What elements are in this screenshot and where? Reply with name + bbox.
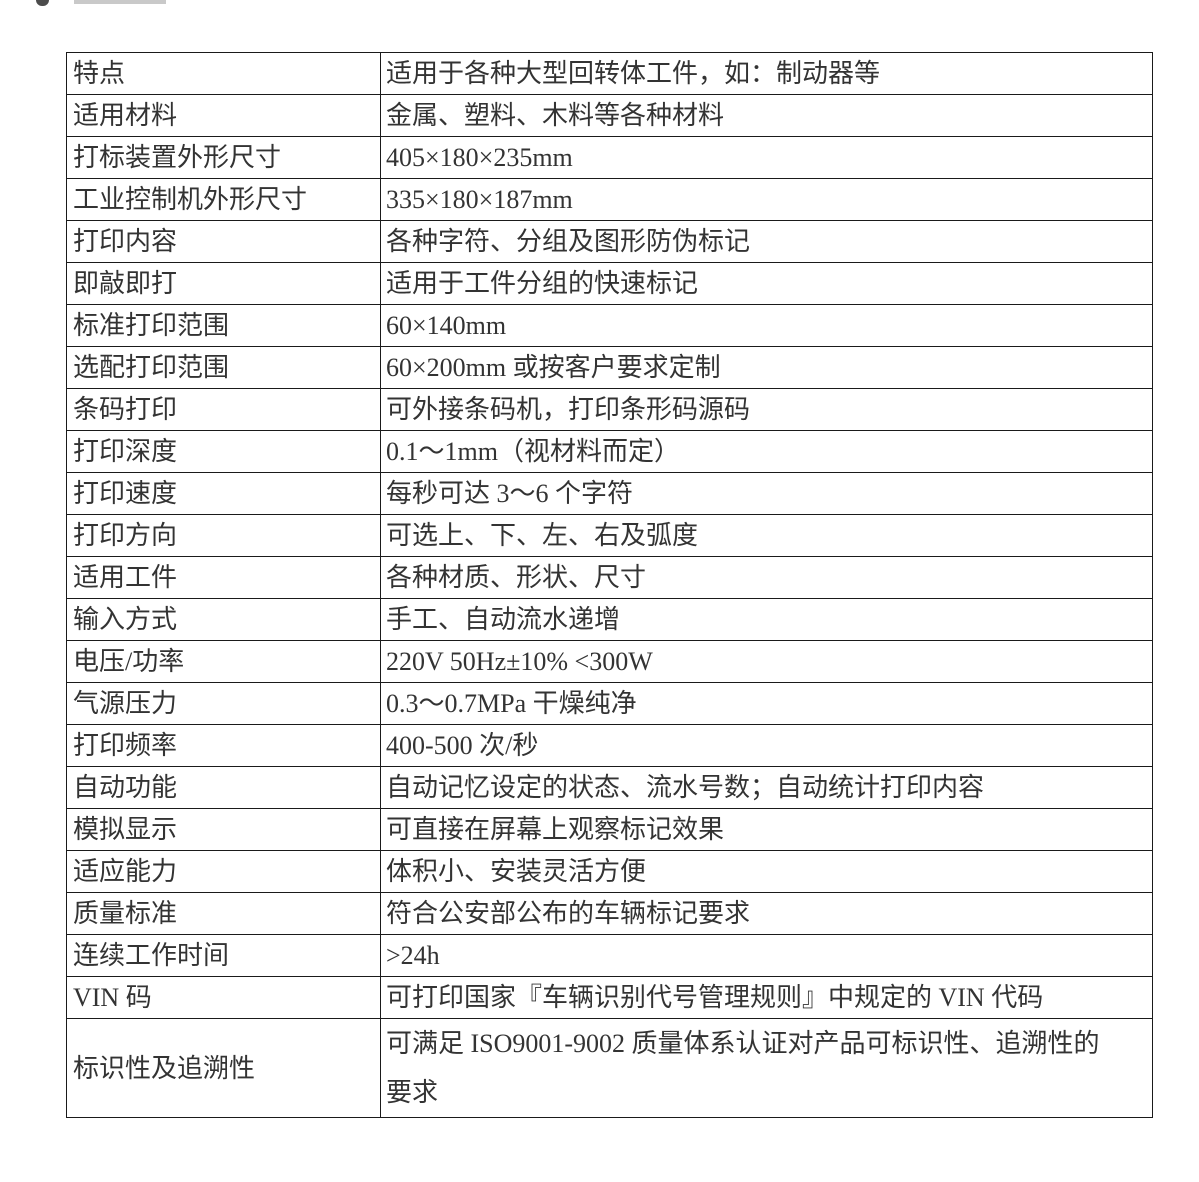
spec-row: 打印频率 400-500 次/秒: [66, 724, 1153, 767]
spec-value-cell: 手工、自动流水递增: [380, 598, 1153, 641]
spec-label-cell: 打印深度: [66, 430, 381, 473]
spec-value-cell: 220V 50Hz±10% <300W: [380, 640, 1153, 683]
spec-label-cell: VIN 码: [66, 976, 381, 1019]
spec-value-cell: >24h: [380, 934, 1153, 977]
spec-label-cell: 连续工作时间: [66, 934, 381, 977]
spec-row: 质量标准 符合公安部公布的车辆标记要求: [66, 892, 1153, 935]
spec-row: 适用材料 金属、塑料、木料等各种材料: [66, 94, 1153, 137]
spec-value-cell: 各种字符、分组及图形防伪标记: [380, 220, 1153, 263]
spec-row: 输入方式 手工、自动流水递增: [66, 598, 1153, 641]
spec-label-cell: 模拟显示: [66, 808, 381, 851]
spec-label-cell: 标识性及追溯性: [66, 1018, 381, 1118]
spec-label-cell: 质量标准: [66, 892, 381, 935]
spec-value-cell: 0.1～1mm（视材料而定）: [380, 430, 1153, 473]
spec-row: VIN 码可打印国家『车辆识别代号管理规则』中规定的 VIN 代码: [66, 976, 1153, 1019]
spec-row: 标识性及追溯性 可满足 ISO9001-9002 质量体系认证对产品可标识性、追溯…: [66, 1018, 1153, 1118]
spec-row: 打标装置外形尺寸 405×180×235mm: [66, 136, 1153, 179]
spec-row: 适用工件 各种材质、形状、尺寸: [66, 556, 1153, 599]
spec-label-cell: 气源压力: [66, 682, 381, 725]
spec-value-cell: 可选上、下、左、右及弧度: [380, 514, 1153, 557]
spec-value-cell: 335×180×187mm: [380, 178, 1153, 221]
spec-row: 气源压力 0.3～0.7MPa 干燥纯净: [66, 682, 1153, 725]
spec-row: 条码打印 可外接条码机，打印条形码源码: [66, 388, 1153, 431]
spec-label-cell: 选配打印范围: [66, 346, 381, 389]
spec-table: 特点 适用于各种大型回转体工件，如：制动器等 适用材料 金属、塑料、木料等各种材料 打标…: [66, 52, 1153, 1118]
spec-row: 即敲即打 适用于工件分组的快速标记: [66, 262, 1153, 305]
spec-label-cell: 打印方向: [66, 514, 381, 557]
spec-label-cell: 打印速度: [66, 472, 381, 515]
spec-label-cell: 打印内容: [66, 220, 381, 263]
spec-label-cell: 输入方式: [66, 598, 381, 641]
spec-label-cell: 特点: [66, 52, 381, 95]
spec-value-cell: 405×180×235mm: [380, 136, 1153, 179]
spec-row: 适应能力 体积小、安装灵活方便: [66, 850, 1153, 893]
spec-label-cell: 适应能力: [66, 850, 381, 893]
spec-value-cell: 适用于工件分组的快速标记: [380, 262, 1153, 305]
spec-value-cell: 各种材质、形状、尺寸: [380, 556, 1153, 599]
spec-value-cell: 60×140mm: [380, 304, 1153, 347]
spec-row: 打印速度 每秒可达 3～6 个字符: [66, 472, 1153, 515]
spec-label-cell: 适用工件: [66, 556, 381, 599]
spec-label-cell: 打标装置外形尺寸: [66, 136, 381, 179]
spec-value-cell: 适用于各种大型回转体工件，如：制动器等: [380, 52, 1153, 95]
spec-value-cell: 可满足 ISO9001-9002 质量体系认证对产品可标识性、追溯性的 要求: [380, 1018, 1153, 1118]
spec-label-cell: 工业控制机外形尺寸: [66, 178, 381, 221]
spec-label-cell: 条码打印: [66, 388, 381, 431]
spec-value-cell: 每秒可达 3～6 个字符: [380, 472, 1153, 515]
spec-row: 特点 适用于各种大型回转体工件，如：制动器等: [66, 52, 1153, 95]
spec-label-cell: 即敲即打: [66, 262, 381, 305]
spec-row: 打印内容 各种字符、分组及图形防伪标记: [66, 220, 1153, 263]
spec-row: 模拟显示 可直接在屏幕上观察标记效果: [66, 808, 1153, 851]
spec-value-cell: 金属、塑料、木料等各种材料: [380, 94, 1153, 137]
spec-label-cell: 标准打印范围: [66, 304, 381, 347]
spec-label-cell: 自动功能: [66, 766, 381, 809]
spec-value-cell: 符合公安部公布的车辆标记要求: [380, 892, 1153, 935]
spec-value-cell: 自动记忆设定的状态、流水号数；自动统计打印内容: [380, 766, 1153, 809]
spec-row: 自动功能 自动记忆设定的状态、流水号数；自动统计打印内容: [66, 766, 1153, 809]
spec-row: 电压/功率 220V 50Hz±10% <300W: [66, 640, 1153, 683]
spec-value-cell: 400-500 次/秒: [380, 724, 1153, 767]
spec-row: 连续工作时间 >24h: [66, 934, 1153, 977]
spec-row: 打印深度 0.1～1mm（视材料而定）: [66, 430, 1153, 473]
spec-row: 工业控制机外形尺寸 335×180×187mm: [66, 178, 1153, 221]
spec-value-cell: 60×200mm 或按客户要求定制: [380, 346, 1153, 389]
spec-table-body: 特点 适用于各种大型回转体工件，如：制动器等 适用材料 金属、塑料、木料等各种材料 打标…: [66, 52, 1153, 1118]
spec-value-cell: 体积小、安装灵活方便: [380, 850, 1153, 893]
spec-row: 打印方向 可选上、下、左、右及弧度: [66, 514, 1153, 557]
spec-label-cell: 打印频率: [66, 724, 381, 767]
spec-value-cell: 可直接在屏幕上观察标记效果: [380, 808, 1153, 851]
cropped-text-strip: [74, 0, 166, 4]
spec-value-cell: 可打印国家『车辆识别代号管理规则』中规定的 VIN 代码: [380, 976, 1153, 1019]
spec-row: 标准打印范围 60×140mm: [66, 304, 1153, 347]
spec-value-cell: 可外接条码机，打印条形码源码: [380, 388, 1153, 431]
cropped-text-dot: [36, 0, 49, 6]
spec-row: 选配打印范围 60×200mm 或按客户要求定制: [66, 346, 1153, 389]
spec-value-cell: 0.3～0.7MPa 干燥纯净: [380, 682, 1153, 725]
spec-label-cell: 电压/功率: [66, 640, 381, 683]
spec-label-cell: 适用材料: [66, 94, 381, 137]
